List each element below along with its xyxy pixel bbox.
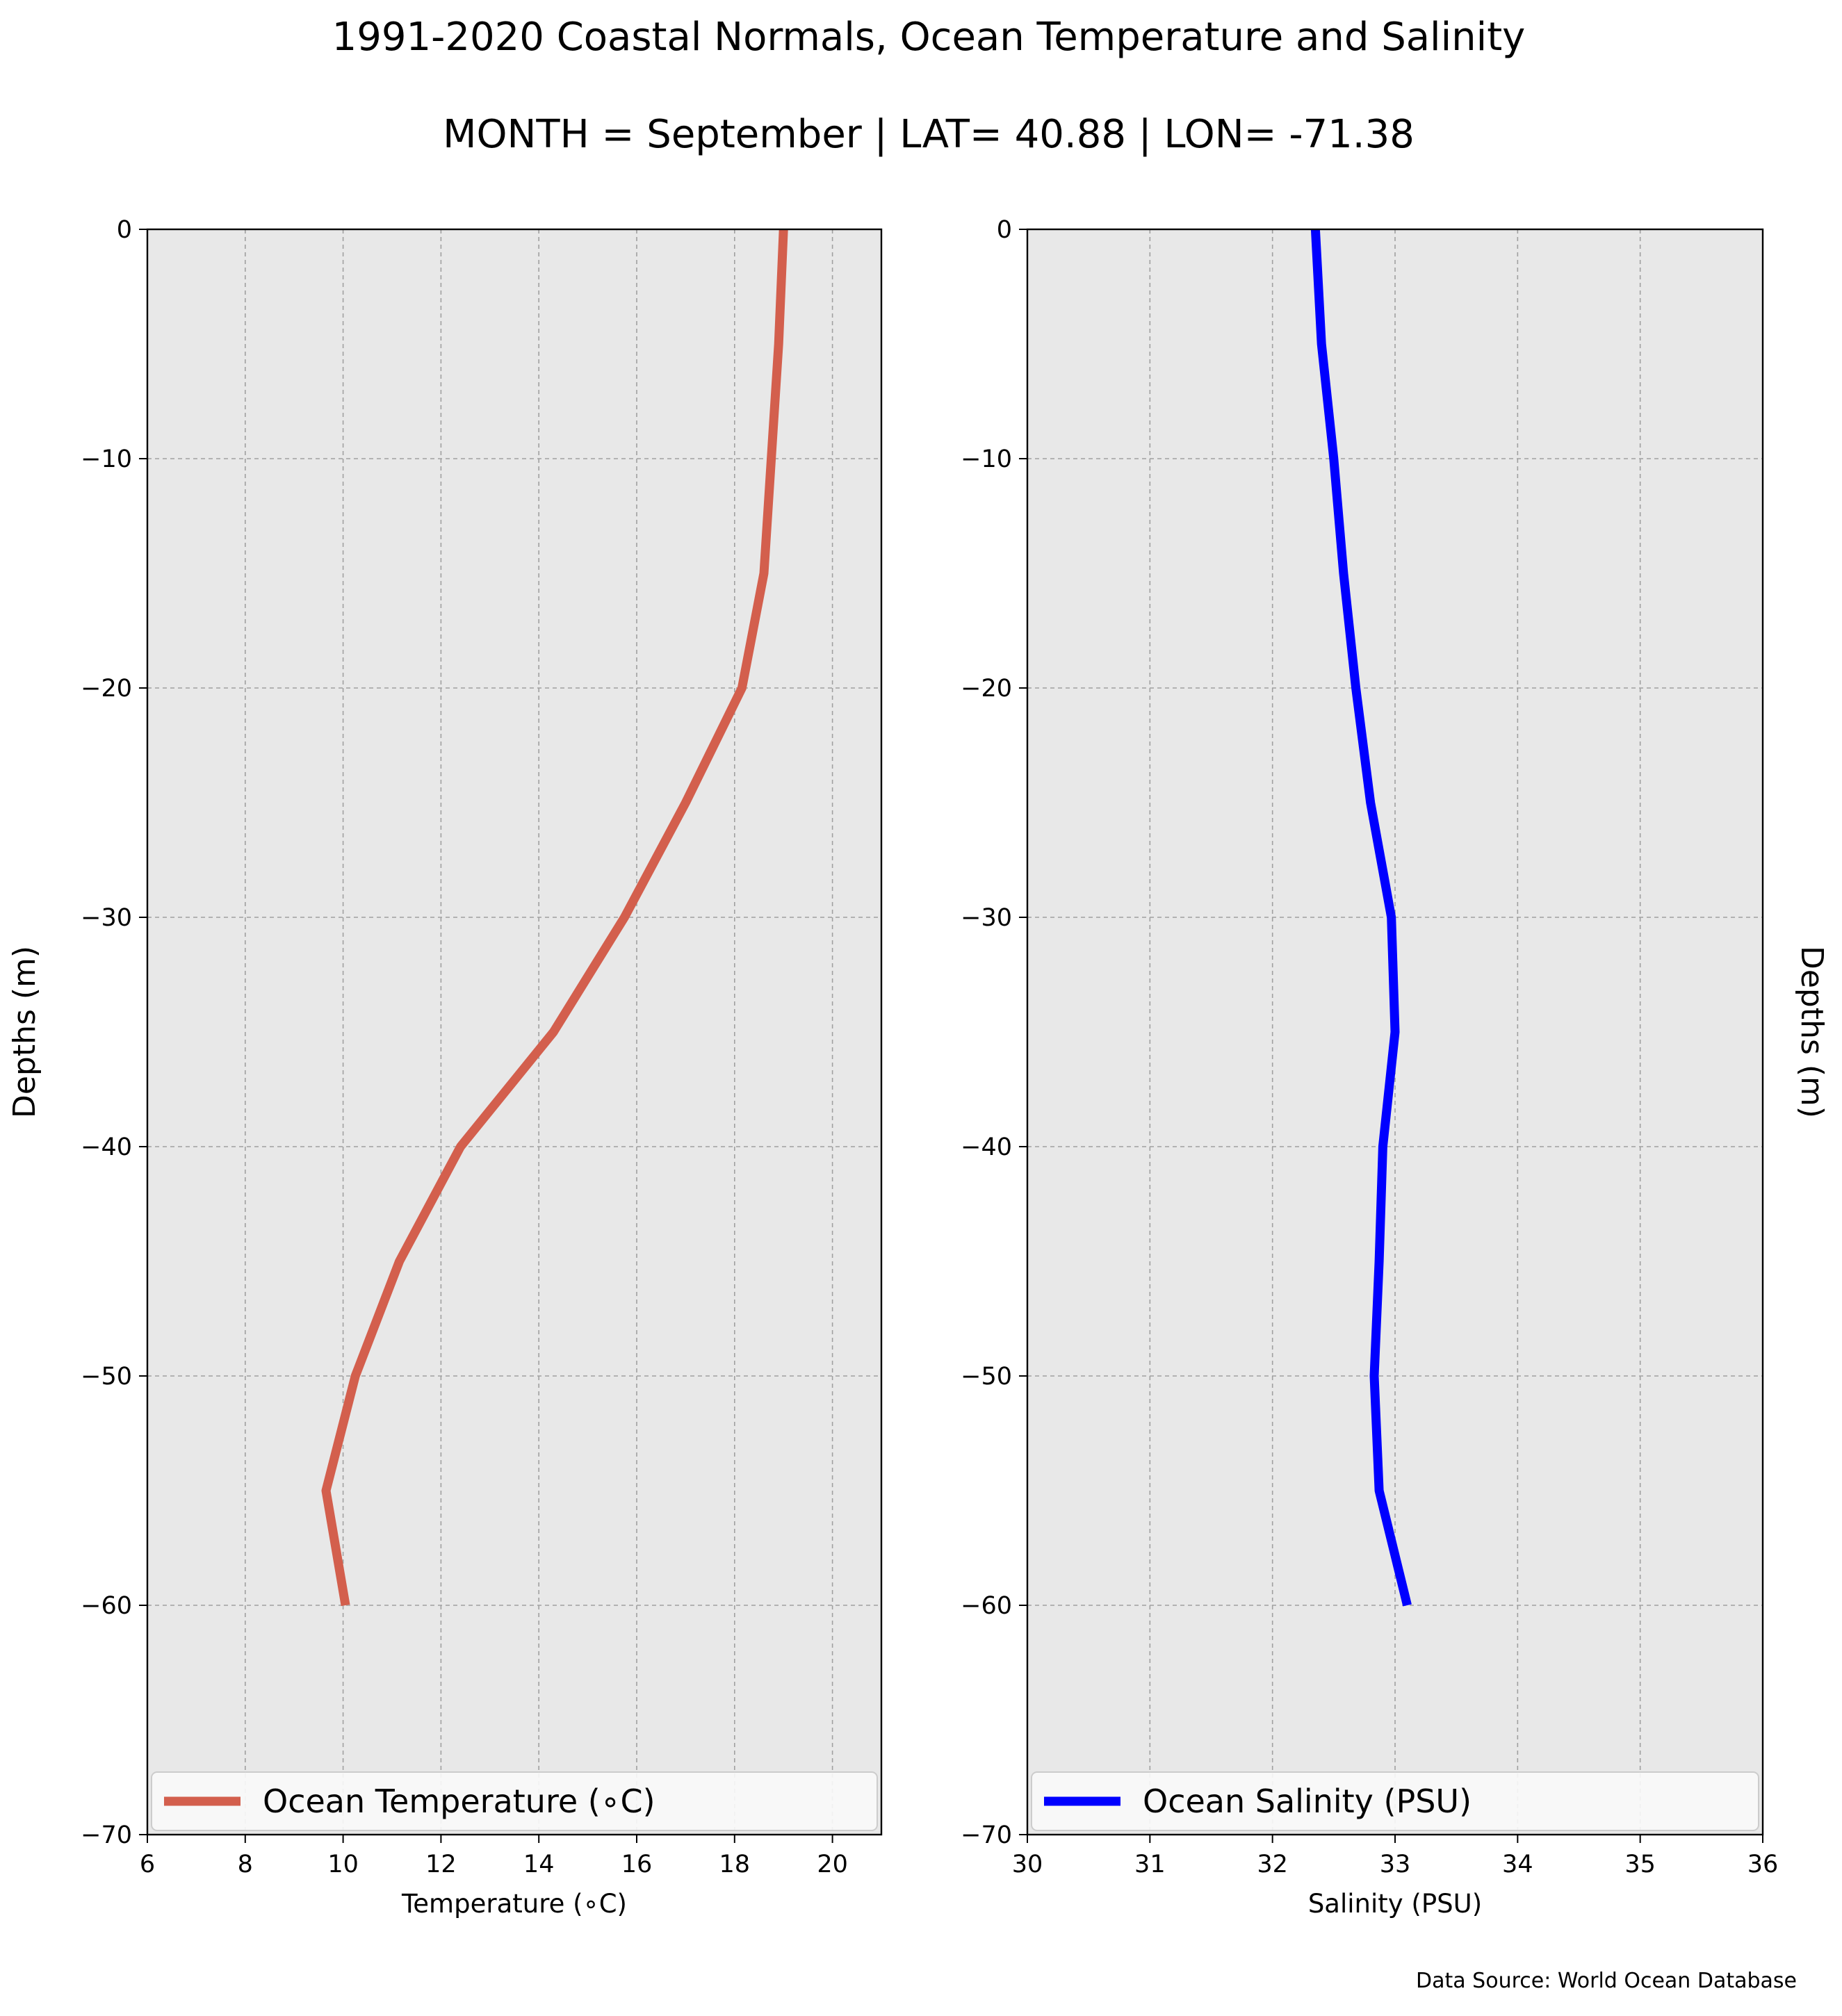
series-line-salinity (1310, 229, 1412, 1607)
x-tick-label: 30 (1012, 1851, 1043, 1878)
y-axis-label: Depths (m) (7, 946, 42, 1118)
x-tick-label: 33 (1380, 1851, 1411, 1878)
x-tick-label: 16 (621, 1851, 653, 1878)
y-axis-label-right: Depths (m) (1794, 946, 1829, 1118)
y-tick-label: −20 (81, 675, 132, 703)
figure-subtitle: MONTH = September | LAT= 40.88 | LON= -7… (443, 112, 1415, 157)
y-tick-label: −70 (81, 1821, 132, 1849)
x-tick-label: 34 (1502, 1851, 1533, 1878)
y-tick-label: −60 (81, 1592, 132, 1620)
y-tick-label: −50 (961, 1363, 1012, 1391)
y-tick-label: 0 (997, 216, 1012, 244)
x-axis-label: Temperature (∘C) (401, 1889, 627, 1919)
x-tick-label: 31 (1134, 1851, 1166, 1878)
x-tick-label: 12 (425, 1851, 457, 1878)
x-tick-label: 36 (1747, 1851, 1779, 1878)
y-tick-label: −40 (961, 1133, 1012, 1161)
x-tick-label: 18 (719, 1851, 751, 1878)
x-axis-label: Salinity (PSU) (1308, 1889, 1482, 1919)
figure-title: 1991-2020 Coastal Normals, Ocean Tempera… (332, 15, 1526, 60)
y-tick-label: −10 (961, 445, 1012, 473)
x-tick-label: 6 (140, 1851, 155, 1878)
axes-frame (146, 228, 883, 1836)
plot-area (147, 229, 881, 1835)
series-line-temperature (321, 229, 788, 1607)
y-tick-label: −70 (961, 1821, 1012, 1849)
temperature-chart: 6 8 10 12 14 16 18 20 0 −10 −20 −30 −40 −50 −60 −70 Temp… (7, 216, 883, 1919)
x-tick-label: 10 (327, 1851, 359, 1878)
salinity-chart: 30 31 32 33 34 35 36 0 −10 −20 −30 −40 −50 −60 −70 Sali… (961, 216, 1829, 1919)
x-tick-label: 14 (523, 1851, 555, 1878)
y-tick-label: 0 (117, 216, 132, 244)
legend-label: Ocean Temperature (∘C) (263, 1783, 655, 1820)
legend-label: Ocean Salinity (PSU) (1143, 1783, 1472, 1820)
x-tick-label: 8 (238, 1851, 253, 1878)
y-tick-label: −40 (81, 1133, 132, 1161)
y-tick-label: −60 (961, 1592, 1012, 1620)
legend-box (1031, 1771, 1759, 1831)
x-tick-label: 20 (817, 1851, 848, 1878)
y-tick-label: −20 (961, 675, 1012, 703)
x-tick-label: 35 (1624, 1851, 1656, 1878)
legend-box (151, 1771, 878, 1831)
x-tick-label: 32 (1257, 1851, 1288, 1878)
legend: Ocean Salinity (PSU) (1031, 1771, 1759, 1831)
legend: Ocean Temperature (∘C) (151, 1771, 878, 1831)
y-tick-label: −10 (81, 445, 132, 473)
y-tick-label: −50 (81, 1363, 132, 1391)
y-tick-label: −30 (961, 904, 1012, 932)
y-tick-label: −30 (81, 904, 132, 932)
data-source-note: Data Source: World Ocean Database (1416, 1969, 1797, 1993)
